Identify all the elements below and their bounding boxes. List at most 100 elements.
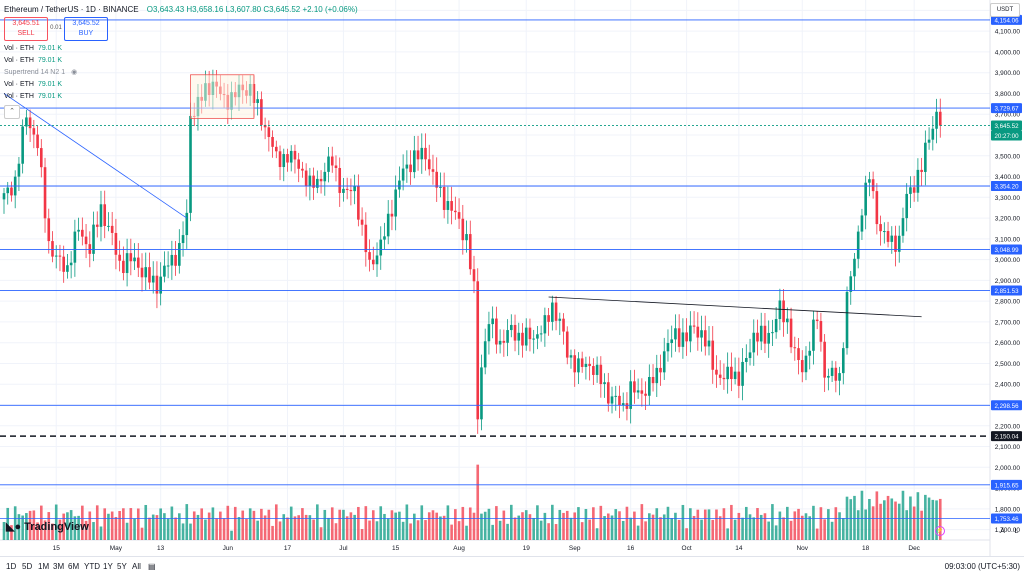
volume-bar — [282, 514, 286, 540]
timeframe-1d[interactable]: 1D — [6, 562, 17, 571]
timeframe-6m[interactable]: 6M — [68, 562, 80, 571]
candle-down — [129, 253, 133, 262]
indicator-supertrend[interactable]: Supertrend 14 N2 1 ◉ — [4, 67, 358, 79]
candle-up — [648, 376, 651, 396]
volume-bar — [830, 521, 834, 540]
indicator-volume-4[interactable]: Vol · ETH 79.01 K — [4, 91, 358, 103]
candle-down — [472, 269, 476, 282]
eye-hidden-icon[interactable]: ◉ — [71, 69, 78, 76]
volume-bar — [368, 520, 371, 540]
auto-scale-button[interactable]: A — [1000, 528, 1005, 535]
candle-down — [756, 332, 759, 342]
price-chart[interactable]: 4,200.004,100.004,000.003,900.003,800.00… — [0, 0, 1024, 556]
volume-bar — [834, 507, 838, 540]
buy-button[interactable]: 3,645.52 BUY — [64, 17, 108, 41]
candle-up — [69, 262, 73, 266]
timeframe-5y[interactable]: 5Y — [117, 562, 127, 571]
dashed-level-tag: 2,150.04 — [994, 434, 1019, 441]
candle-up — [178, 243, 181, 266]
candle-up — [741, 361, 744, 386]
candle-up — [439, 186, 442, 188]
timeframe-5d[interactable]: 5D — [22, 562, 33, 571]
volume-bar — [420, 505, 424, 540]
time-tick-label: 18 — [862, 545, 870, 552]
volume-bar — [659, 517, 662, 540]
time-tick-label: Jul — [339, 545, 348, 552]
volume-bar — [875, 491, 879, 540]
symbol-title[interactable]: Ethereum / TetherUS · 1D · BINANCE — [4, 5, 139, 14]
volume-bar — [316, 504, 319, 540]
candle-down — [886, 231, 890, 242]
candle-up — [662, 351, 666, 373]
candle-up — [909, 187, 912, 194]
volume-bar — [748, 514, 752, 540]
price-tick-label: 3,100.00 — [995, 236, 1021, 243]
volume-bar — [543, 512, 547, 540]
level-price-tag: 1,915.65 — [994, 482, 1019, 489]
timezone-clock[interactable]: 09:03:00 (UTC+5:30) — [944, 562, 1020, 571]
volume-bar — [62, 513, 65, 540]
collapse-legend-button[interactable]: ⌃ — [4, 105, 20, 119]
date-range-icon[interactable]: ▤ — [148, 562, 156, 571]
candle-down — [297, 159, 300, 169]
volume-bar — [39, 505, 43, 540]
volume-bar — [379, 506, 383, 540]
candle-up — [517, 332, 521, 341]
indicator-value: 79.01 K — [37, 57, 63, 64]
candle-up — [883, 231, 886, 233]
candle-up — [700, 330, 703, 338]
tradingview-logo: ◣● TradingView — [6, 520, 89, 533]
candle-up — [107, 225, 110, 227]
candle-up — [681, 332, 685, 347]
timeframe-ytd[interactable]: YTD — [84, 562, 100, 571]
candle-up — [159, 276, 162, 294]
candle-up — [890, 235, 894, 242]
volume-bar — [84, 520, 88, 540]
volume-bar — [468, 507, 472, 540]
candle-up — [771, 332, 774, 334]
candle-up — [491, 318, 494, 325]
volume-bar — [99, 526, 103, 540]
candle-down — [625, 403, 629, 409]
timeframe-all[interactable]: All — [132, 562, 141, 571]
candle-down — [312, 175, 315, 188]
indicator-volume-2[interactable]: Vol · ETH 79.01 K — [4, 55, 358, 67]
volume-bar — [6, 507, 10, 540]
timeframe-1m[interactable]: 1M — [38, 562, 50, 571]
candle-up — [584, 363, 588, 367]
volume-bar — [715, 509, 718, 540]
indicator-volume-1[interactable]: Vol · ETH 79.01 K — [4, 43, 358, 55]
volume-bar — [931, 499, 935, 540]
candle-down — [696, 326, 700, 338]
timeframe-1y[interactable]: 1Y — [103, 562, 113, 571]
price-tick-label: 2,000.00 — [995, 465, 1021, 472]
candle-down — [409, 164, 412, 173]
candle-down — [427, 159, 431, 170]
volume-bar — [849, 499, 853, 540]
price-tick-label: 3,800.00 — [995, 91, 1021, 98]
timeframe-3m[interactable]: 3M — [53, 562, 65, 571]
lightning-icon[interactable]: ⚡ — [935, 526, 945, 536]
volume-bar — [924, 494, 927, 540]
volume-bar — [759, 514, 763, 540]
sell-button[interactable]: 3,645.51 SELL — [4, 17, 48, 41]
currency-selector[interactable]: USDT — [990, 3, 1020, 17]
volume-bar — [54, 504, 58, 540]
price-tick-label: 1,800.00 — [995, 506, 1021, 513]
log-scale-button[interactable]: L — [1014, 528, 1019, 535]
time-tick-label: May — [110, 545, 123, 552]
volume-bar — [17, 514, 21, 540]
time-tick-label: 13 — [157, 545, 165, 552]
candle-up — [808, 350, 812, 356]
indicator-volume-3[interactable]: Vol · ETH 79.01 K — [4, 79, 358, 91]
volume-bar — [151, 514, 155, 540]
candle-down — [737, 371, 741, 386]
candle-down — [513, 324, 517, 341]
volume-bar — [513, 517, 517, 540]
candle-up — [733, 371, 737, 380]
volume-bar — [603, 516, 606, 540]
volume-bar — [588, 519, 591, 540]
candle-up — [767, 332, 770, 344]
price-tick-label: 3,500.00 — [995, 153, 1021, 160]
volume-bar — [25, 513, 28, 540]
